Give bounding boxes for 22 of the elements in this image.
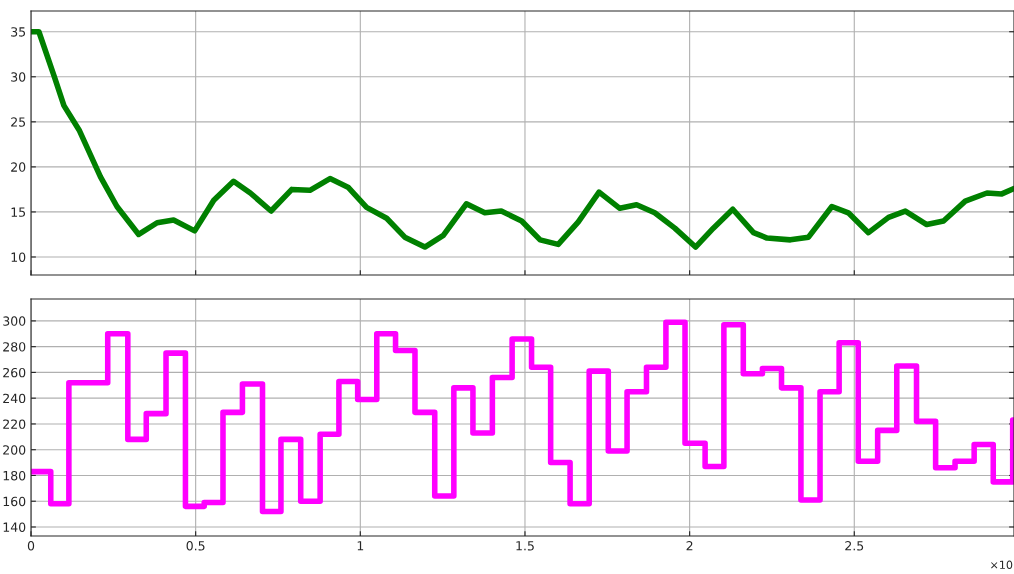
y-tick-label: 20 (11, 162, 26, 172)
y-tick-label: 180 (3, 470, 26, 481)
y-tick-label: 140 (3, 522, 26, 532)
x-tick-label: 1 (357, 541, 364, 551)
y-tick-label: 200 (3, 445, 26, 455)
text: ×10 (991, 560, 1013, 569)
x-tick-label: 0 (27, 541, 35, 551)
y-tick-label: 300 (3, 316, 26, 326)
y-tick-label: 220 (3, 419, 26, 429)
x-tick-label: 2 (686, 541, 693, 551)
y-tick-label: 10 (11, 252, 26, 262)
y-tick-label: 280 (3, 342, 26, 352)
y-tick-label: 35 (11, 27, 26, 37)
y-tick-label: 30 (11, 72, 26, 82)
y-tick-label: 15 (11, 207, 26, 217)
y-tick-label: 240 (3, 393, 26, 404)
y-tick-label: 260 (3, 367, 26, 378)
y-tick-label: 160 (3, 496, 26, 507)
x-tick-label: 1.5 (516, 541, 534, 551)
x-tick-label: 2.5 (845, 541, 864, 551)
y-tick-label: 25 (11, 117, 26, 127)
x-tick-label: 0.5 (186, 541, 205, 551)
